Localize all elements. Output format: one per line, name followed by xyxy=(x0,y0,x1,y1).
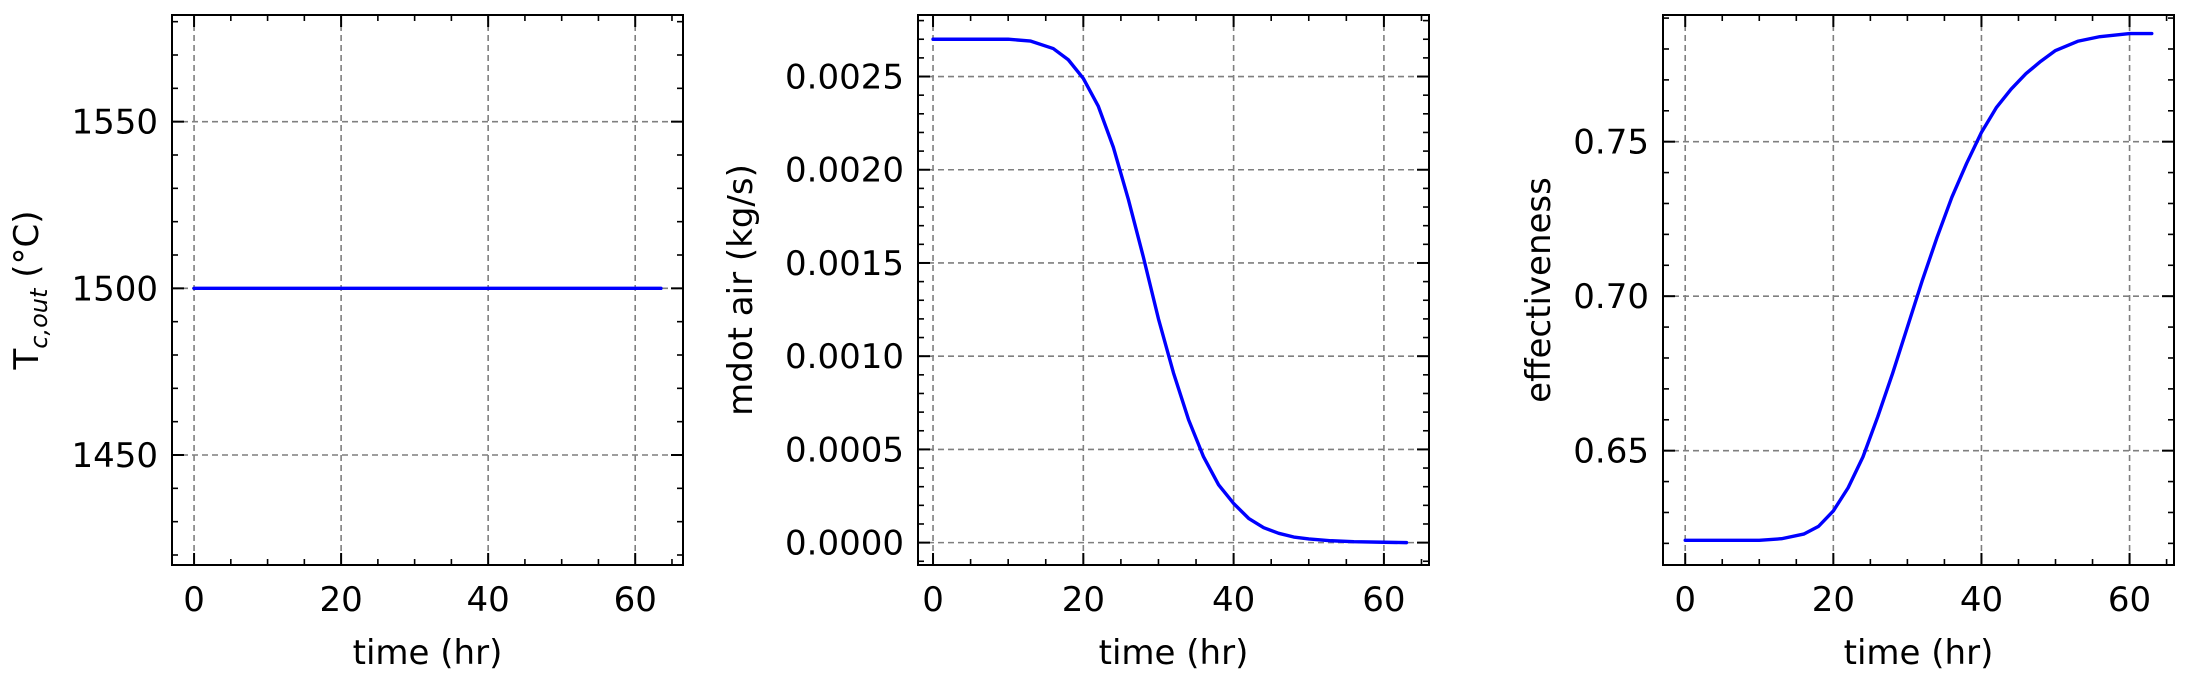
axes-frame xyxy=(171,14,684,566)
x-axis-label: time (hr) xyxy=(1844,633,1994,673)
y-tick-label: 0.0020 xyxy=(785,151,904,191)
axes-frame xyxy=(917,14,1430,566)
x-axis-label: time (hr) xyxy=(353,633,503,673)
x-tick-label: 40 xyxy=(467,580,510,620)
x-tick-label: 60 xyxy=(614,580,657,620)
y-tick-label: 0.70 xyxy=(1573,277,1649,317)
series-line-1 xyxy=(931,37,1409,545)
y-tick-label: 0.0015 xyxy=(785,244,904,284)
series-line-1 xyxy=(1683,31,2154,542)
x-tick-label: 20 xyxy=(319,580,362,620)
x-axis-label: time (hr) xyxy=(1099,633,1249,673)
x-tick-label: 60 xyxy=(1362,580,1405,620)
y-axis-label: mdot air (kg/s) xyxy=(721,164,761,416)
x-tick-label: 0 xyxy=(922,580,944,620)
y-tick-label: 1550 xyxy=(71,103,158,143)
y-axis-label: effectiveness xyxy=(1519,177,1559,403)
y-axis-label: Tc,out (°C) xyxy=(7,211,53,371)
x-tick-label: 0 xyxy=(183,580,205,620)
y-tick-label: 1500 xyxy=(71,269,158,309)
y-tick-label: 0.0010 xyxy=(785,337,904,377)
chart-panel-1: 0 20 40 60 1450 1500 1550 time (hr) Tc,out (°C) xyxy=(7,14,684,673)
chart-panel-2: 0 20 40 60 0.0000 0.0005 0.0010 0.0015 0.0020 0.0… xyxy=(721,14,1430,673)
y-tick-label: 0.65 xyxy=(1573,432,1649,472)
y-tick-label: 0.0005 xyxy=(785,430,904,470)
y-tick-label: 1450 xyxy=(71,436,158,476)
x-tick-label: 20 xyxy=(1812,580,1855,620)
y-tick-label: 0.75 xyxy=(1573,123,1649,163)
y-tick-label: 0.0025 xyxy=(785,58,904,98)
chart-panel-3: 0 20 40 60 0.65 0.70 0.75 time (hr) effectivenes… xyxy=(1519,14,2175,673)
x-tick-label: 0 xyxy=(1674,580,1696,620)
axes-frame xyxy=(1662,14,2175,566)
x-tick-label: 20 xyxy=(1062,580,1105,620)
x-tick-label: 40 xyxy=(1960,580,2003,620)
x-tick-label: 40 xyxy=(1212,580,1255,620)
y-tick-label: 0.0000 xyxy=(785,524,904,564)
x-tick-label: 60 xyxy=(2108,580,2151,620)
